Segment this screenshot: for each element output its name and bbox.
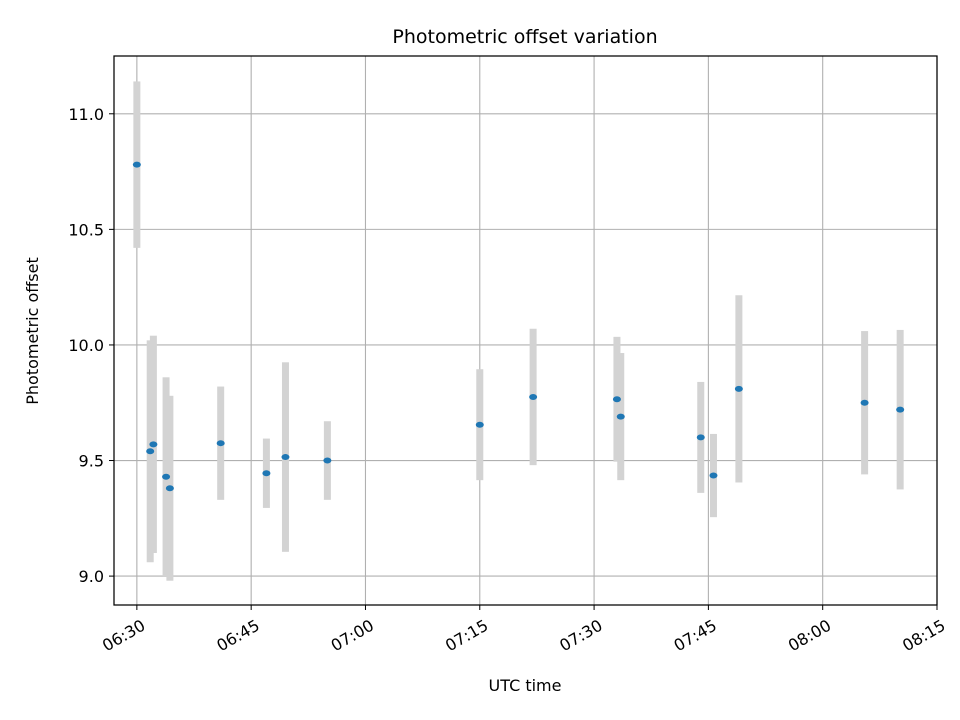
data-point	[149, 441, 158, 448]
data-point	[860, 399, 869, 406]
x-tick-label: 07:30	[556, 616, 605, 656]
y-tick-label: 10.0	[68, 336, 104, 355]
data-point	[162, 473, 171, 480]
data-point	[132, 161, 141, 168]
grid	[114, 56, 938, 605]
data-point	[612, 396, 621, 403]
x-tick-label: 06:30	[99, 616, 148, 656]
x-tick-label: 07:15	[442, 616, 491, 656]
data-point	[323, 457, 332, 464]
x-tick-label: 06:45	[213, 616, 262, 656]
data-point	[146, 448, 155, 455]
chart-title: Photometric offset variation	[392, 26, 657, 48]
x-tick-label: 07:45	[671, 616, 720, 656]
data-point	[262, 470, 271, 477]
y-tick-label: 11.0	[68, 105, 104, 124]
x-tick-label: 08:15	[899, 616, 948, 656]
plot-frame	[113, 55, 938, 606]
data-point	[475, 421, 484, 428]
data-point	[165, 485, 174, 492]
data-point	[734, 385, 743, 392]
data-points	[132, 161, 905, 492]
data-point	[709, 472, 718, 479]
data-point	[616, 413, 625, 420]
x-tick-label: 07:00	[328, 616, 377, 656]
data-point	[896, 406, 905, 413]
x-tick-label: 08:00	[785, 616, 834, 656]
y-tick-label: 10.5	[68, 220, 104, 239]
error-bars	[133, 81, 904, 581]
data-point	[696, 434, 705, 441]
x-axis-title: UTC time	[489, 676, 562, 695]
x-axis: 06:30 06:45 07:00 07:15 07:30 07:45 08:00 08:15	[99, 605, 949, 655]
data-point	[529, 393, 538, 400]
y-tick-label: 9.5	[79, 452, 104, 471]
y-axis-title: Photometric offset	[23, 257, 42, 405]
y-axis: 9.0 9.5 10.0 10.5 11.0	[68, 105, 114, 586]
data-point	[281, 454, 290, 461]
y-tick-label: 9.0	[79, 567, 104, 586]
data-point	[216, 440, 225, 447]
